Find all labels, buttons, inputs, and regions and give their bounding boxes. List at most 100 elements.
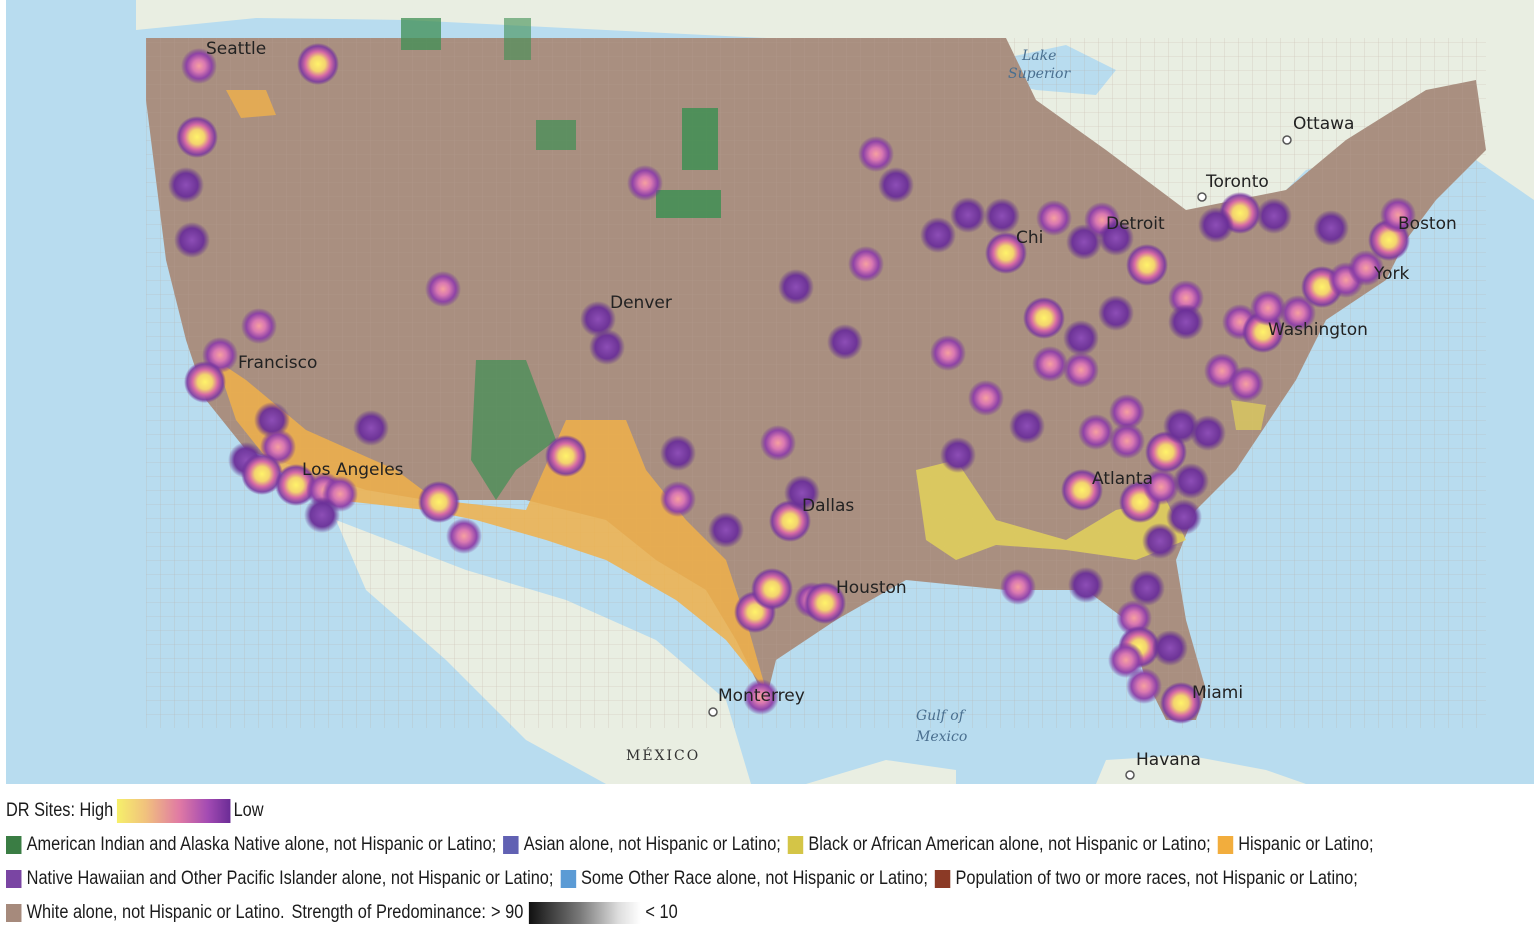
native-region-mt: [401, 18, 441, 50]
swatch-asian: [503, 836, 519, 854]
legend-item-white: White alone, not Hispanic or Latino.: [6, 902, 285, 924]
dr-site-hotspot: [181, 48, 217, 84]
legend-label: White alone, not Hispanic or Latino.: [26, 902, 285, 923]
label-monterrey: Monterrey: [718, 686, 805, 706]
dr-site-hotspot: [174, 222, 210, 258]
city-dot-havana: [1125, 770, 1135, 780]
dr-site-hotspot: [297, 43, 339, 85]
dr-site-hotspot: [984, 198, 1020, 234]
dr-site-hotspot: [1126, 668, 1162, 704]
swatch-native-hawaiian: [6, 870, 22, 888]
label-mexico: MÉXICO: [626, 746, 700, 764]
native-region-sd: [656, 190, 721, 218]
dr-site-hotspot: [425, 271, 461, 307]
dr-site-hotspot: [1163, 408, 1199, 444]
swatch-hispanic: [1217, 836, 1234, 854]
dr-site-hotspot: [660, 435, 696, 471]
dr-site-hotspot: [168, 167, 204, 203]
legend-label: Some Other Race alone, not Hispanic or L…: [580, 868, 928, 889]
swatch-two-or-more: [934, 870, 951, 888]
dr-site-hotspot: [968, 380, 1004, 416]
dr-site-hotspot: [241, 308, 277, 344]
city-dot-ottawa: [1282, 135, 1292, 145]
dr-site-hotspot: [241, 453, 283, 495]
dr-site-hotspot: [1313, 210, 1349, 246]
dr-site-hotspots: [168, 43, 1416, 724]
dr-site-hotspot: [1129, 570, 1165, 606]
label-ottawa: Ottawa: [1293, 114, 1354, 134]
dr-site-hotspot: [1078, 414, 1114, 450]
dr-site-hotspot: [1256, 198, 1292, 234]
dr-site-hotspot: [858, 136, 894, 172]
legend-label: Population of two or more races, not His…: [955, 868, 1358, 889]
swatch-american-indian: [6, 836, 22, 854]
label-chicago: Chi: [1016, 228, 1043, 248]
label-los-angeles: Los Angeles: [302, 460, 404, 480]
dr-site-hotspot: [743, 679, 779, 715]
legend-strength-high: > 90: [491, 902, 524, 923]
dr-site-hotspot: [1198, 207, 1234, 243]
label-new-york: York: [1373, 264, 1410, 284]
label-boston: Boston: [1398, 214, 1457, 234]
dr-site-hotspot: [920, 217, 956, 253]
label-houston: Houston: [836, 578, 907, 598]
dr-site-hotspot: [1142, 523, 1178, 559]
label-seattle: Seattle: [206, 39, 266, 59]
label-detroit: Detroit: [1106, 214, 1165, 234]
label-atlanta: Atlanta: [1092, 469, 1153, 489]
dr-sites-map[interactable]: Seattle Ottawa Toronto Detroit Chi Bosto…: [6, 0, 1534, 784]
legend-dr-title: DR Sites: High: [6, 800, 114, 821]
legend-row-3: White alone, not Hispanic or Latino. Str…: [6, 896, 1317, 930]
label-miami: Miami: [1192, 683, 1243, 703]
dr-site-hotspot: [1250, 290, 1286, 326]
swatch-white: [6, 904, 22, 922]
dr-site-hotspot: [1098, 220, 1134, 256]
dr-site-hotspot: [1036, 200, 1072, 236]
dr-site-hotspot: [1190, 415, 1226, 451]
dr-site-hotspot: [1023, 297, 1065, 339]
legend-strength-label: Strength of Predominance:: [291, 902, 486, 923]
dr-site-hotspot: [760, 425, 796, 461]
label-washington: Washington: [1268, 320, 1368, 340]
legend-row-2: Native Hawaiian and Other Pacific Island…: [6, 862, 1358, 896]
dr-site-hotspot: [1032, 346, 1068, 382]
dr-site-hotspot: [848, 246, 884, 282]
dr-site-hotspot: [353, 410, 389, 446]
native-region-sw: [471, 360, 556, 500]
dr-site-hotspot: [627, 165, 663, 201]
dr-site-hotspot: [1009, 408, 1045, 444]
dr-site-hotspot: [446, 518, 482, 554]
dr-site-hotspot: [184, 361, 226, 403]
dr-site-hotspot: [778, 269, 814, 305]
native-region-nd: [504, 18, 531, 60]
hispanic-region-nw: [226, 90, 276, 118]
dr-site-hotspot: [1173, 463, 1209, 499]
dr-site-hotspot: [275, 464, 317, 506]
legend-dr-row: DR Sites: High Low: [6, 794, 1317, 828]
dr-site-hotspot: [304, 497, 340, 533]
dr-site-hotspot: [1000, 569, 1036, 605]
dr-site-hotspot: [1348, 250, 1384, 286]
dr-site-hotspot: [1168, 304, 1204, 340]
dr-site-hotspot: [1228, 366, 1264, 402]
dr-site-hotspot: [1280, 295, 1316, 331]
legend-item-american-indian: American Indian and Alaska Native alone,…: [6, 834, 496, 856]
dr-site-hotspot: [1143, 469, 1179, 505]
legend-item-other-race: Some Other Race alone, not Hispanic or L…: [560, 868, 928, 890]
dr-site-hotspot: [1152, 630, 1188, 666]
legend-label: Asian alone, not Hispanic or Latino;: [523, 834, 781, 855]
dr-site-hotspot: [254, 402, 290, 438]
dr-site-hotspot: [1108, 642, 1144, 678]
dr-site-hotspot: [985, 232, 1027, 274]
dr-site-hotspot: [878, 167, 914, 203]
dr-site-hotspot: [418, 481, 460, 523]
legend-item-black: Black or African American alone, not His…: [787, 834, 1211, 856]
strength-gradient: [528, 902, 641, 924]
dr-site-hotspot: [1109, 394, 1145, 430]
label-dallas: Dallas: [802, 496, 854, 516]
dr-site-hotspot: [1166, 499, 1202, 535]
label-havana: Havana: [1136, 750, 1201, 770]
black-region-south: [916, 460, 1186, 560]
city-dot-monterrey: [708, 707, 718, 717]
dr-site-hotspot: [176, 116, 218, 158]
